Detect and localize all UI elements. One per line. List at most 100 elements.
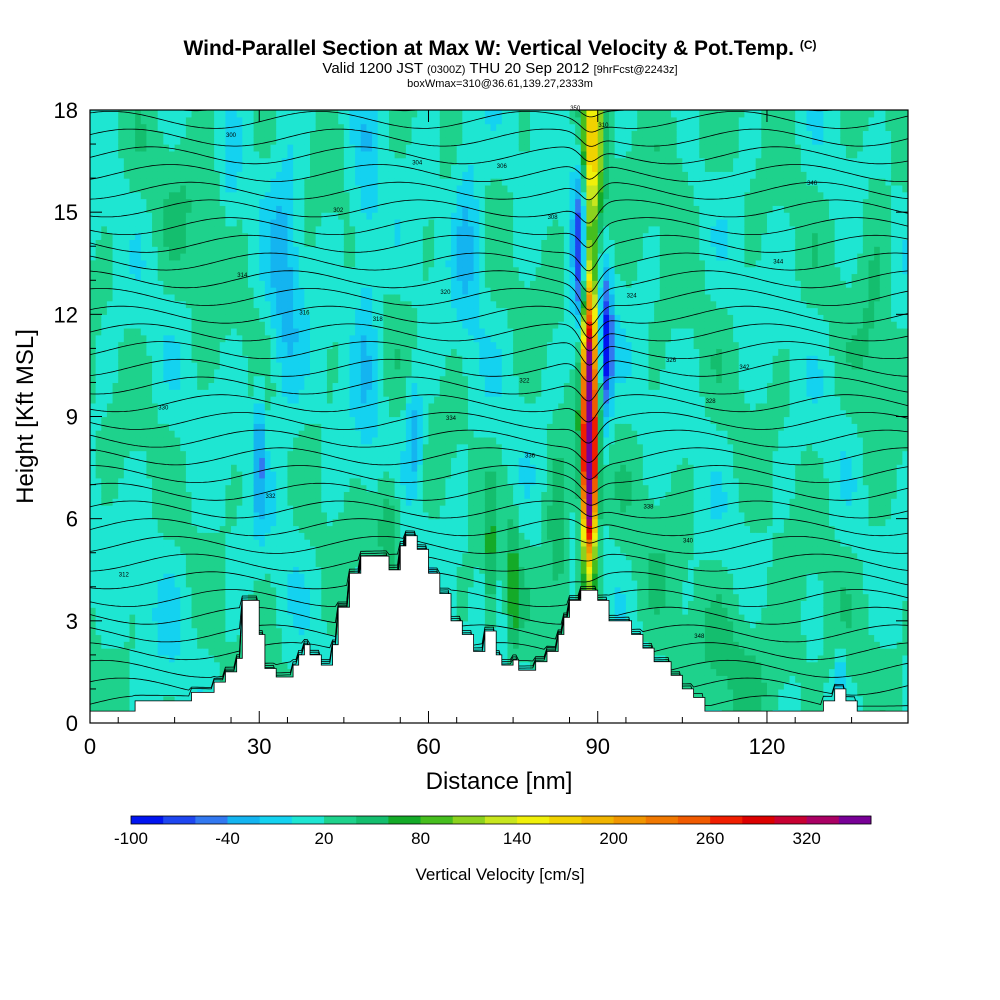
velocity-cell bbox=[106, 355, 114, 363]
velocity-cell bbox=[298, 355, 305, 363]
velocity-cell bbox=[326, 620, 334, 629]
velocity-cell bbox=[140, 239, 148, 247]
velocity-cell bbox=[152, 416, 159, 424]
velocity-cell bbox=[106, 184, 114, 193]
velocity-cell bbox=[135, 368, 142, 377]
velocity-cell bbox=[310, 491, 317, 499]
velocity-cell bbox=[101, 620, 108, 629]
velocity-cell bbox=[349, 355, 356, 363]
velocity-cell bbox=[214, 484, 221, 493]
velocity-cell bbox=[326, 314, 334, 322]
velocity-cell bbox=[355, 307, 362, 315]
velocity-cell bbox=[191, 273, 198, 281]
velocity-cell bbox=[315, 464, 322, 472]
velocity-cell bbox=[106, 573, 114, 581]
velocity-cell bbox=[90, 178, 97, 186]
velocity-cell bbox=[180, 307, 187, 315]
velocity-cell bbox=[377, 341, 384, 349]
velocity-cell bbox=[332, 477, 339, 486]
velocity-cell bbox=[219, 668, 226, 676]
velocity-cell bbox=[287, 334, 294, 343]
velocity-cell bbox=[343, 225, 351, 234]
velocity-cell bbox=[315, 382, 322, 390]
velocity-cell bbox=[360, 287, 368, 295]
velocity-cell bbox=[202, 634, 210, 642]
velocity-cell bbox=[112, 293, 119, 302]
velocity-cell bbox=[247, 505, 255, 513]
velocity-cell bbox=[293, 464, 300, 472]
velocity-cell bbox=[140, 266, 148, 275]
velocity-cell bbox=[140, 688, 148, 697]
velocity-cell bbox=[315, 477, 322, 486]
velocity-cell bbox=[293, 573, 300, 581]
velocity-cell bbox=[225, 293, 232, 302]
velocity-cell bbox=[377, 430, 384, 438]
velocity-cell bbox=[270, 130, 277, 138]
velocity-cell bbox=[180, 586, 187, 595]
velocity-cell bbox=[95, 130, 102, 138]
velocity-cell bbox=[146, 627, 153, 636]
velocity-cell bbox=[174, 539, 181, 547]
velocity-cell bbox=[219, 430, 226, 438]
velocity-cell bbox=[242, 144, 249, 152]
velocity-cell bbox=[304, 273, 311, 281]
velocity-cell bbox=[146, 348, 153, 356]
velocity-cell bbox=[101, 402, 108, 411]
velocity-cell bbox=[259, 423, 266, 431]
velocity-cell bbox=[174, 559, 181, 567]
velocity-cell bbox=[118, 300, 125, 309]
velocity-cell bbox=[146, 368, 153, 377]
velocity-cell bbox=[90, 634, 97, 642]
velocity-cell bbox=[95, 484, 102, 493]
velocity-cell bbox=[264, 137, 272, 145]
velocity-cell bbox=[377, 498, 384, 506]
velocity-cell bbox=[349, 362, 356, 370]
velocity-cell bbox=[180, 511, 187, 520]
velocity-cell bbox=[338, 518, 345, 527]
velocity-cell bbox=[310, 648, 317, 656]
velocity-cell bbox=[338, 457, 345, 465]
velocity-cell bbox=[321, 341, 328, 349]
velocity-cell bbox=[383, 484, 390, 493]
velocity-cell bbox=[259, 253, 266, 261]
velocity-cell bbox=[383, 130, 390, 138]
velocity-cell bbox=[174, 150, 181, 159]
velocity-cell bbox=[355, 293, 362, 302]
velocity-cell bbox=[298, 137, 305, 145]
velocity-cell bbox=[360, 355, 368, 363]
velocity-cell bbox=[315, 293, 322, 302]
velocity-cell bbox=[394, 287, 401, 295]
velocity-cell bbox=[140, 464, 148, 472]
velocity-cell bbox=[214, 641, 221, 649]
velocity-cell bbox=[304, 416, 311, 424]
velocity-cell bbox=[360, 218, 368, 227]
velocity-cell bbox=[129, 198, 136, 206]
velocity-cell bbox=[242, 457, 249, 465]
velocity-cell bbox=[304, 614, 311, 622]
velocity-cell bbox=[129, 477, 136, 486]
velocity-cell bbox=[157, 341, 164, 349]
velocity-cell bbox=[208, 287, 215, 295]
velocity-cell bbox=[180, 477, 187, 486]
velocity-cell bbox=[202, 648, 210, 656]
velocity-cell bbox=[180, 280, 187, 288]
velocity-cell bbox=[332, 259, 339, 268]
velocity-cell bbox=[236, 470, 243, 479]
velocity-cell bbox=[264, 110, 272, 118]
velocity-cell bbox=[101, 287, 108, 295]
velocity-cell bbox=[152, 654, 159, 663]
velocity-cell bbox=[264, 648, 272, 656]
velocity-cell bbox=[174, 641, 181, 649]
velocity-cell bbox=[197, 586, 204, 595]
velocity-cell bbox=[242, 409, 249, 418]
velocity-cell bbox=[343, 287, 351, 295]
velocity-cell bbox=[366, 362, 373, 370]
velocity-cell bbox=[185, 675, 193, 683]
velocity-cell bbox=[152, 423, 159, 431]
velocity-cell bbox=[90, 293, 97, 302]
velocity-cell bbox=[270, 491, 277, 499]
velocity-cell bbox=[394, 552, 401, 561]
velocity-cell bbox=[326, 178, 334, 186]
velocity-cell bbox=[377, 416, 384, 424]
velocity-cell bbox=[214, 668, 221, 676]
